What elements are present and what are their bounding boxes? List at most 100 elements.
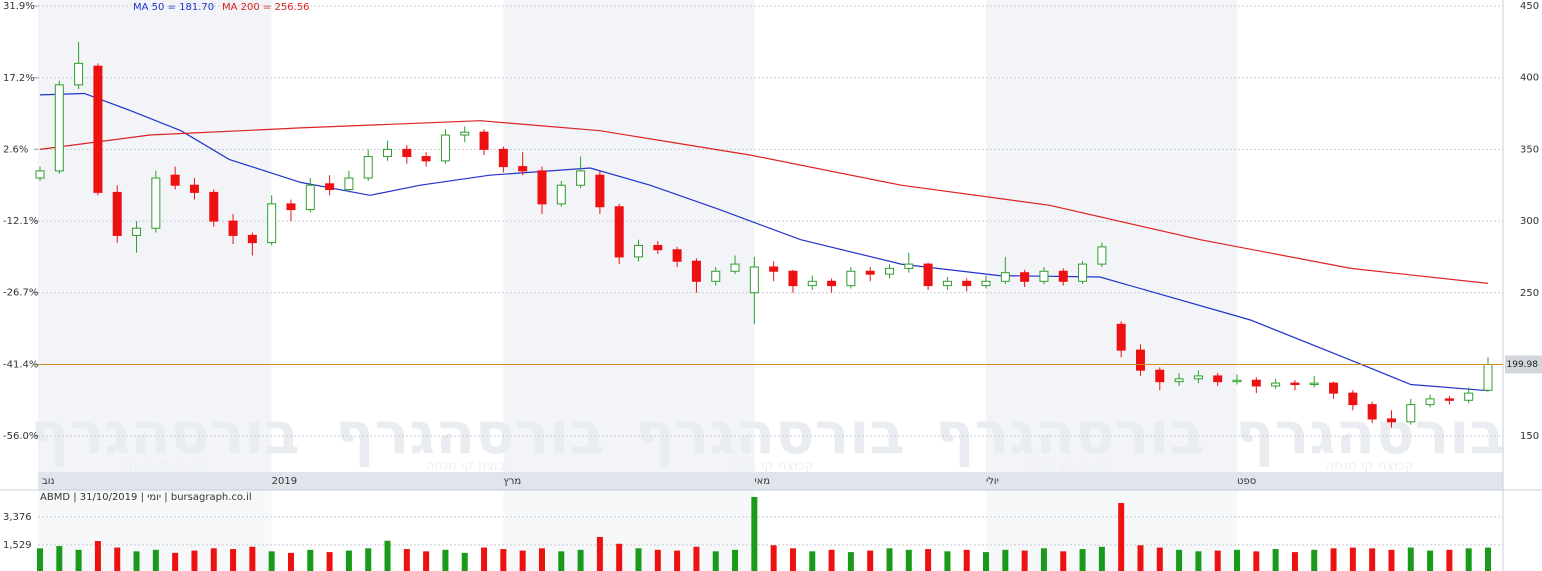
- candle-body: [112, 191, 122, 236]
- candle-body: [305, 184, 315, 211]
- candle-body: [614, 206, 624, 258]
- candle-body: [344, 177, 354, 191]
- volume-bar: [37, 548, 43, 571]
- ma-line: [39, 92, 1489, 392]
- volume-band: [986, 490, 1238, 571]
- y2-tick-label: 2.6%: [3, 144, 28, 155]
- volume-bar: [345, 550, 352, 571]
- candle-body: [151, 177, 161, 229]
- volume-bar: [1156, 547, 1163, 571]
- volume-bar: [1465, 548, 1472, 571]
- volume-bar: [384, 540, 391, 571]
- y-tick-label: 450: [1520, 1, 1539, 12]
- volume-bar: [1349, 547, 1356, 571]
- candle-body: [1232, 379, 1242, 383]
- volume-bar: [1002, 549, 1009, 571]
- y2-tick-label: -12.1%: [3, 216, 38, 227]
- volume-bar: [1060, 551, 1067, 571]
- x-axis-strip: [38, 472, 1503, 490]
- volume-bar: [635, 548, 642, 571]
- candle-body: [1348, 392, 1358, 406]
- candle-body: [170, 174, 180, 186]
- candle-body: [74, 62, 84, 86]
- candle-body: [1174, 378, 1184, 383]
- volume-bar: [1021, 550, 1028, 571]
- volume-tick-label: 1,529: [3, 540, 32, 551]
- volume-bar: [500, 549, 507, 571]
- volume-bar: [1330, 548, 1337, 571]
- x-tick-label: 2019: [272, 476, 297, 487]
- volume-bar: [577, 549, 584, 571]
- candle-body: [363, 156, 373, 179]
- candle-body: [653, 244, 663, 251]
- candle-body: [518, 166, 528, 172]
- bands: [38, 0, 1503, 571]
- volume-bar: [191, 550, 198, 571]
- y2-tick-label: -26.7%: [3, 288, 38, 299]
- candle-body: [1386, 418, 1396, 423]
- watermark-sub: קבוצת קו מנחה: [726, 459, 815, 474]
- candle-body: [1097, 246, 1107, 265]
- volume-bar: [403, 549, 410, 571]
- candle-body: [1020, 272, 1030, 282]
- candle-body: [286, 203, 296, 211]
- y-tick-label: 350: [1520, 144, 1539, 155]
- volume-bar: [1079, 549, 1086, 571]
- volume-bar: [442, 549, 449, 571]
- candle-body: [1329, 382, 1339, 394]
- volume-bar: [847, 552, 854, 571]
- candle-body: [865, 270, 875, 275]
- y-tick-label: 150: [1520, 431, 1539, 442]
- candle-body: [460, 131, 470, 136]
- volume-bar: [287, 552, 294, 571]
- candle-body: [1193, 375, 1203, 380]
- candle-body: [1464, 392, 1474, 401]
- volume-bar: [1407, 547, 1414, 571]
- candle-body: [189, 184, 199, 193]
- month-band: [754, 0, 987, 472]
- y-tick-label: 400: [1520, 73, 1539, 84]
- candle-body: [1290, 382, 1300, 386]
- volume-tick-label: 3,376: [3, 512, 32, 523]
- x-tick-label: ספט: [1237, 476, 1256, 487]
- volume-bar: [1214, 550, 1221, 571]
- candle-body: [132, 227, 142, 236]
- volume-bar: [789, 548, 796, 571]
- volume-bar: [983, 552, 990, 571]
- y2-tick-label: 17.2%: [3, 73, 35, 84]
- volume-bar: [1098, 546, 1105, 571]
- volume-bar: [712, 551, 719, 571]
- volume-bar: [732, 549, 739, 571]
- volume-bar: [674, 550, 681, 571]
- y2-tick-label: -41.4%: [3, 359, 38, 370]
- volume-bar: [751, 496, 758, 571]
- watermark: בורסהגרף: [935, 399, 1204, 467]
- volume-bar: [461, 552, 468, 571]
- candle-body: [1251, 379, 1261, 387]
- watermark-sub: קבוצת קו מנחה: [121, 459, 210, 474]
- y2-tick-label: -56.0%: [3, 431, 38, 442]
- volume-bar: [1485, 547, 1491, 571]
- volume-bar: [56, 546, 63, 571]
- volume-bar: [1388, 549, 1395, 571]
- volume-bar: [944, 551, 951, 571]
- volume-bar: [886, 548, 893, 571]
- volume-bar: [268, 551, 275, 571]
- volume-bar: [925, 549, 932, 571]
- x-tick-label: יולי: [986, 476, 999, 487]
- candle-body: [1000, 272, 1010, 282]
- candle-body: [1367, 404, 1377, 420]
- candle-body: [730, 263, 740, 272]
- candle-body: [1406, 404, 1416, 423]
- candle-body: [209, 191, 219, 222]
- candle-body: [1135, 349, 1145, 371]
- volume-bar: [307, 549, 314, 571]
- watermark: בורסהגרף: [30, 399, 299, 467]
- volume-bar: [94, 541, 101, 571]
- candle-body: [1078, 263, 1088, 282]
- candle-body: [711, 270, 721, 282]
- month-band: [986, 0, 1238, 472]
- legend-ma50: MA 50 = 181.70: [133, 2, 214, 13]
- candle-body: [1425, 398, 1435, 406]
